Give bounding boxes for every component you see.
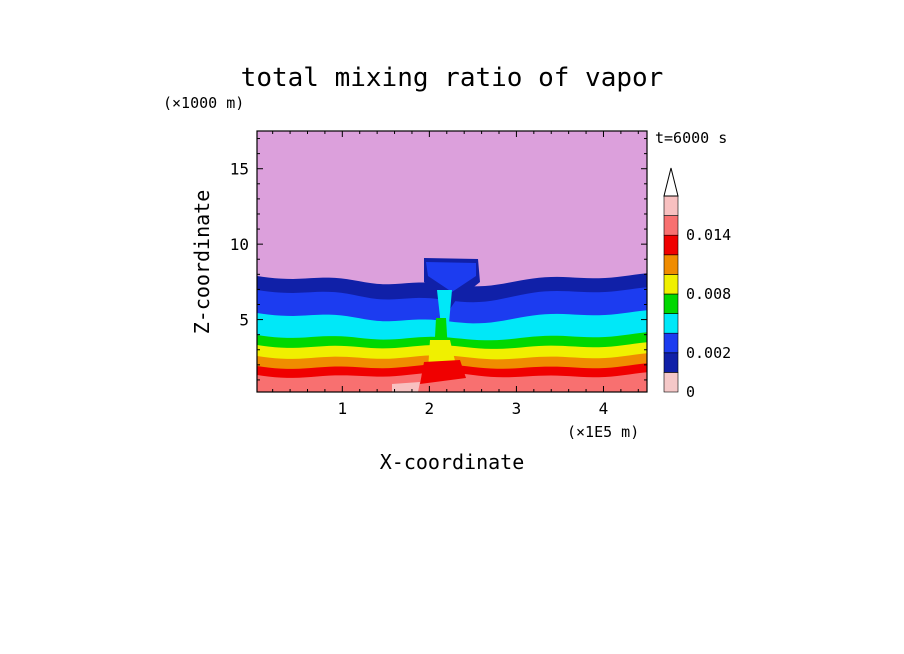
colorbar-label: 0.002 [686,344,731,362]
colorbar-swatch [663,372,679,393]
colorbar-swatch [663,195,679,216]
y-tick-label: 15 [230,160,249,179]
colorbar-extend-arrow [663,167,679,197]
x-unit-label: (×1E5 m) [567,423,639,441]
y-axis: 5 10 15 [230,138,647,381]
colorbar-label: 0 [686,383,695,401]
surface-pink [392,382,420,392]
plot-area [256,130,648,393]
y-tick-label: 5 [239,311,249,330]
x-tick-label: 4 [599,399,609,418]
updraft-red [420,360,466,384]
x-tick-label: 1 [337,399,347,418]
y-unit-label: (×1000 m) [163,94,244,112]
colorbar-swatch [663,274,679,295]
colorbar: 0 0.002 0.008 0.014 [663,167,731,401]
x-axis: 1 2 3 4 [272,131,639,418]
colorbar-swatch [663,215,679,236]
chart-title: total mixing ratio of vapor [241,63,664,93]
colorbar-swatch [663,313,679,334]
colorbar-swatch [663,352,679,373]
anvil-blue [426,262,476,292]
colorbar-label: 0.008 [686,285,731,303]
time-label: t=6000 s [655,129,727,147]
colorbar-label: 0.014 [686,226,731,244]
colorbar-swatch [663,332,679,354]
colorbar-swatch [663,254,679,275]
colorbar-swatch [663,234,679,256]
x-tick-label: 2 [425,399,435,418]
y-axis-title: Z-coordinate [190,190,214,335]
plot-frame [256,130,648,393]
y-tick-label: 10 [230,235,249,254]
field-band-salmon [257,372,647,392]
colorbar-swatch [663,293,679,314]
x-axis-title: X-coordinate [380,450,525,474]
x-tick-label: 3 [512,399,522,418]
